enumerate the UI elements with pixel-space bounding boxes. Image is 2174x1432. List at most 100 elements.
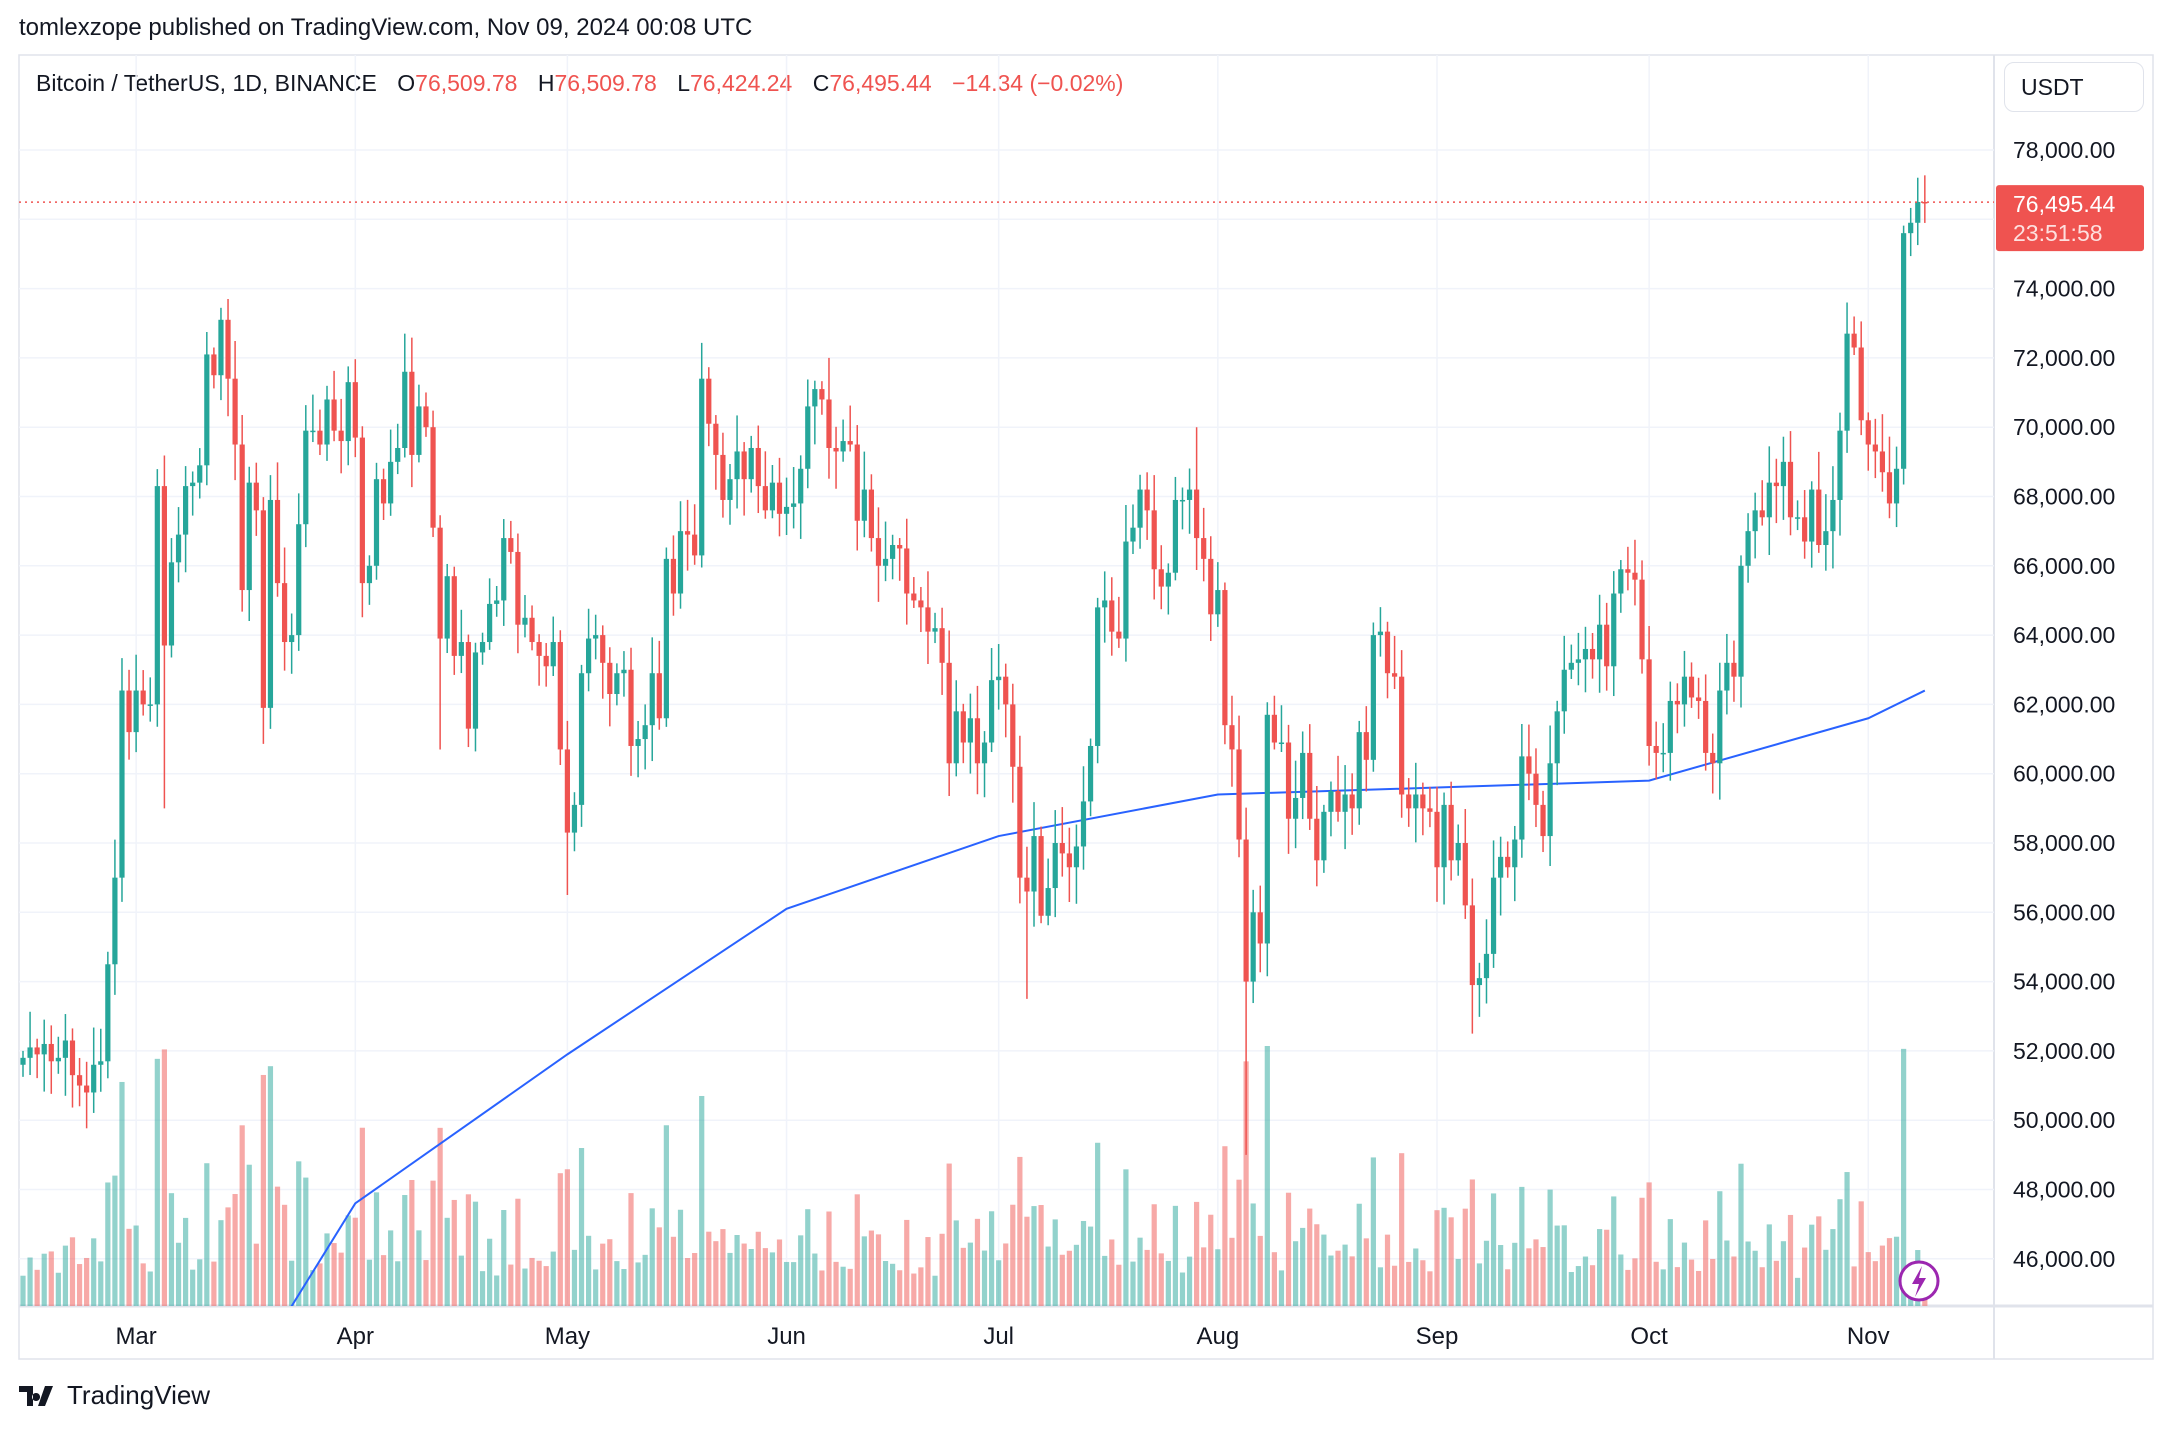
y-tick-label: 74,000.00 xyxy=(2013,276,2115,302)
candle-body xyxy=(1547,763,1553,837)
candle-body xyxy=(1498,856,1504,878)
volume-bar xyxy=(1066,1250,1072,1306)
candle-body xyxy=(1222,590,1228,726)
volume-bar xyxy=(98,1261,104,1306)
candle-body xyxy=(352,382,358,438)
volume-bar xyxy=(204,1163,210,1306)
candle-body xyxy=(1342,794,1348,812)
candle-body xyxy=(699,378,705,556)
volume-bar xyxy=(663,1125,669,1306)
volume-bar xyxy=(1717,1191,1723,1306)
volume-bar xyxy=(649,1208,655,1306)
volume-bar xyxy=(1625,1269,1631,1306)
volume-bar xyxy=(338,1252,344,1306)
currency-selector[interactable]: USDT xyxy=(2004,62,2144,112)
volume-bar xyxy=(593,1269,599,1306)
candle-body xyxy=(20,1057,26,1065)
candle-body xyxy=(515,551,521,625)
volume-bar xyxy=(27,1257,33,1306)
volume-bar xyxy=(713,1241,719,1306)
volume-bar xyxy=(1674,1267,1680,1306)
volume-bar xyxy=(882,1261,889,1306)
volume-bar xyxy=(720,1229,726,1306)
volume-bar xyxy=(1469,1179,1475,1306)
candle-body xyxy=(1773,482,1779,487)
candle-body xyxy=(154,486,160,705)
volume-bar xyxy=(1582,1256,1589,1306)
volume-bar xyxy=(1823,1249,1829,1306)
volume-bar xyxy=(1045,1246,1051,1306)
volume-bar xyxy=(1752,1250,1758,1306)
volume-bar xyxy=(190,1269,196,1306)
volume-bar xyxy=(126,1228,132,1306)
volume-bar xyxy=(1186,1256,1193,1306)
volume-bar xyxy=(1194,1201,1200,1306)
candle-body xyxy=(1745,531,1751,566)
volume-bar xyxy=(557,1173,563,1306)
volume-bar xyxy=(444,1217,450,1306)
volume-bar xyxy=(1886,1238,1893,1306)
volume-bar xyxy=(875,1234,882,1306)
x-tick-label: Jun xyxy=(767,1323,806,1350)
volume-bar xyxy=(1519,1186,1525,1306)
volume-bar xyxy=(515,1198,521,1306)
volume-bar xyxy=(656,1227,662,1306)
candle-body xyxy=(388,461,394,504)
volume-bar xyxy=(854,1194,860,1306)
volume-bar xyxy=(1172,1205,1179,1306)
candle-body xyxy=(1589,648,1596,660)
candle-body xyxy=(1406,794,1412,809)
candle-body xyxy=(324,399,330,445)
candle-body xyxy=(1582,648,1589,660)
volume-bar xyxy=(1059,1254,1065,1306)
candle-body xyxy=(1066,853,1072,868)
volume-bar xyxy=(1109,1239,1115,1306)
volume-bar xyxy=(812,1253,818,1306)
candle-body xyxy=(1285,742,1292,819)
candle-body xyxy=(472,652,479,729)
candle-body xyxy=(1328,791,1334,812)
volume-bar xyxy=(1554,1225,1560,1306)
volume-bar xyxy=(84,1257,90,1306)
volume-bar xyxy=(253,1243,259,1306)
volume-bar xyxy=(586,1235,592,1306)
volume-bar xyxy=(175,1242,182,1306)
symbol-title[interactable]: Bitcoin / TetherUS, 1D, BINANCE xyxy=(36,70,377,96)
candle-body xyxy=(1377,631,1384,636)
volume-bar xyxy=(119,1081,125,1306)
volume-bar xyxy=(1858,1201,1864,1306)
volume-bar xyxy=(1879,1245,1886,1306)
last-price-label xyxy=(1996,185,2144,252)
candle-body xyxy=(628,669,634,746)
y-tick-label: 62,000.00 xyxy=(2013,691,2115,717)
volume-bar xyxy=(960,1247,966,1306)
volume-bar xyxy=(1285,1192,1292,1306)
volume-bar xyxy=(1278,1270,1285,1306)
candle-body xyxy=(656,673,662,719)
volume-bar xyxy=(1229,1237,1235,1306)
volume-bar xyxy=(161,1049,167,1306)
volume-bar xyxy=(600,1243,606,1306)
volume-bar xyxy=(1413,1248,1419,1306)
volume-bar xyxy=(373,1192,380,1306)
volume-bar xyxy=(1307,1208,1313,1306)
candle-body xyxy=(1695,697,1702,701)
candle-body xyxy=(755,447,761,487)
volume-bar xyxy=(1356,1203,1362,1306)
low-value: 76,424.24 xyxy=(690,70,793,96)
candle-body xyxy=(1922,201,1928,204)
volume-bar xyxy=(1837,1199,1843,1306)
volume-bar xyxy=(819,1270,825,1306)
volume-bar xyxy=(748,1249,754,1306)
volume-bar xyxy=(1618,1254,1624,1306)
close-value: 76,495.44 xyxy=(829,70,932,96)
candle-body xyxy=(670,558,677,594)
candle-body xyxy=(1455,843,1461,861)
volume-bar xyxy=(20,1275,26,1306)
candle-body xyxy=(1095,607,1101,746)
candle-body xyxy=(1080,801,1087,847)
x-tick-label: Sep xyxy=(1416,1323,1459,1350)
candle-body xyxy=(720,454,726,500)
candle-body xyxy=(1441,804,1447,868)
